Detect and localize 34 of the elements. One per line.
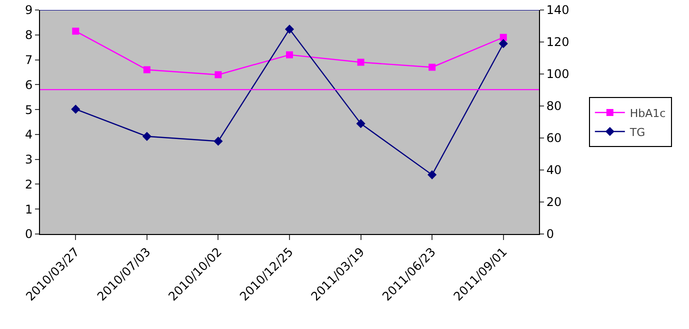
y-tick-label: 2 [24,177,33,192]
point [214,71,222,78]
point [286,51,293,58]
y-tick-label: 4 [24,128,33,142]
y-tick-label: 0 [24,227,33,242]
y-tick-label: 8 [24,28,33,42]
point [71,104,80,114]
point [72,28,80,35]
y-tick-label: 3 [24,152,33,167]
point [428,170,437,180]
point [284,24,294,34]
point [428,64,436,71]
point [143,66,150,74]
y2-tick-label: 20 [546,195,562,210]
y2-tick-label: 0 [546,227,554,242]
legend-label: HbA1c [630,106,666,120]
y2-tick-label: 40 [546,163,562,178]
y2-tick-label: 140 [546,3,570,18]
y-tick-label: 6 [24,78,33,92]
point [357,58,364,66]
point [356,119,366,128]
point [214,136,223,146]
y-tick-label: 5 [24,102,33,117]
y-tick-label: 1 [24,202,33,216]
y2-tick-label: 120 [546,35,570,50]
point [142,132,152,141]
point [498,39,508,48]
point [500,34,507,41]
legend-label: TG [628,126,646,139]
y2-tick-label: 100 [546,67,570,82]
y2-tick-label: 60 [546,131,562,146]
y-tick-label: 7 [24,52,33,67]
y2-tick-label: 80 [546,99,562,114]
y-tick-label: 9 [24,3,33,18]
